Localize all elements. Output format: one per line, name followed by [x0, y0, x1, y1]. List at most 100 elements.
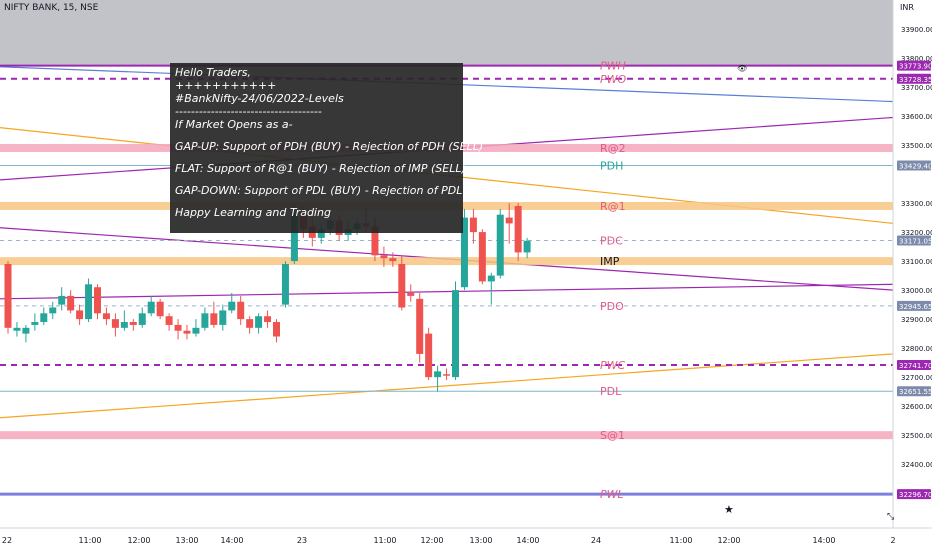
time-tick-label: 22 [2, 536, 12, 545]
candle-body [228, 301, 236, 311]
price-tick-label: 33100.00 [901, 258, 932, 266]
price-tick-label: 33300.00 [901, 200, 932, 208]
price-badge [897, 73, 931, 84]
candle-body [58, 295, 66, 305]
candle-body [246, 319, 254, 328]
time-tick-label: 14:00 [220, 536, 243, 545]
note-line: GAP-UP: Support of PDH (BUY) - Rejection… [175, 140, 484, 153]
trend-line [0, 353, 894, 419]
price-badge [897, 235, 931, 246]
price-tick-label: 33900.00 [901, 26, 932, 34]
price-badge-label: 33171.05 [899, 237, 932, 245]
price-badge-label: 32945.65 [899, 303, 932, 311]
time-tick-label: 12:00 [420, 536, 443, 545]
note-line: Happy Learning and Trading [175, 206, 331, 219]
price-tick-label: 32400.00 [901, 461, 932, 469]
time-tick-label: 12:00 [717, 536, 740, 545]
candle-body [174, 324, 182, 331]
level-label: PDC [600, 234, 623, 247]
resize-icon: ⤡ [887, 512, 894, 522]
candle-body [434, 371, 442, 378]
level-label: PWC [600, 359, 626, 372]
candle-body [67, 295, 75, 311]
time-tick-label: 23 [297, 536, 307, 545]
candle-body [255, 316, 263, 328]
candle-body [514, 205, 522, 253]
candle-body [40, 313, 48, 323]
level-label: IMP [600, 255, 620, 268]
price-badge [897, 60, 931, 71]
candle-body [129, 322, 137, 325]
note-line: #BankNifty-24/06/2022-Levels [175, 92, 344, 105]
level-label: PDH [600, 160, 623, 173]
candle-body [4, 264, 12, 328]
note-line: +++++++++++ [175, 79, 277, 92]
time-axis [0, 528, 932, 550]
candle-body [22, 327, 30, 334]
note-line: FLAT: Support of R@1 (BUY) - Rejection o… [175, 162, 466, 175]
level-label: PWO [600, 73, 627, 86]
candle-body [460, 217, 468, 288]
candle-body [523, 240, 531, 253]
candle-body [478, 232, 486, 282]
price-badge-label: 33728.35 [899, 76, 932, 84]
candle-body [505, 217, 513, 224]
time-tick-label: 11:00 [669, 536, 692, 545]
price-tick-label: 33000.00 [901, 287, 932, 295]
chart-title: NIFTY BANK, 15, NSE [4, 3, 99, 13]
candle-body [281, 264, 289, 305]
candle-body [237, 301, 245, 320]
price-tick-label: 33500.00 [901, 142, 932, 150]
candle-body [76, 310, 84, 320]
time-tick-label: 12:00 [127, 536, 150, 545]
price-tick-label: 32600.00 [901, 403, 932, 411]
price-axis [893, 0, 932, 550]
candle-body [156, 301, 164, 317]
candle-body [264, 316, 272, 323]
candle-body [416, 298, 424, 354]
time-tick-label: 14:00 [516, 536, 539, 545]
level-band [0, 431, 893, 440]
time-tick-label: 13:00 [469, 536, 492, 545]
note-line: Hello Traders, [175, 66, 252, 79]
candle-body [102, 313, 110, 320]
candle-body [425, 333, 433, 378]
currency-label: INR [900, 3, 914, 12]
candle-body [210, 313, 218, 325]
level-label: PWL [600, 488, 624, 501]
level-band [0, 257, 893, 266]
price-badge-label: 33429.40 [899, 163, 932, 171]
price-badge [897, 386, 931, 397]
candle-body [111, 319, 119, 328]
candle-body [371, 226, 379, 256]
candle-body [147, 301, 155, 314]
candle-body [120, 322, 128, 328]
candle-body [398, 264, 406, 308]
price-tick-label: 33800.00 [901, 55, 932, 63]
upper-zone [0, 0, 893, 66]
candle-body [219, 310, 227, 325]
note-line: GAP-DOWN: Support of PDL (BUY) - Rejecti… [175, 184, 501, 197]
price-badge [897, 160, 931, 171]
candle-body [469, 217, 477, 233]
time-tick-label: 14:00 [812, 536, 835, 545]
note-line: If Market Opens as a- [175, 118, 293, 131]
price-badge-label: 32651.55 [899, 388, 932, 396]
candle-body [443, 374, 451, 376]
candle-body [31, 322, 39, 325]
time-tick-label: 2 [890, 536, 895, 545]
time-tick-label: 11:00 [78, 536, 101, 545]
price-badge-label: 32741.70 [899, 362, 932, 370]
level-label: PDO [600, 300, 624, 313]
level-label: PDL [600, 385, 622, 398]
candle-body [380, 255, 388, 259]
price-badge-label: 32296.70 [899, 491, 932, 499]
price-badge [897, 300, 931, 311]
candle-body [487, 275, 495, 282]
candle-body [389, 258, 397, 262]
candle-body [13, 327, 21, 331]
levels-note-box: Hello Traders, +++++++++++ #BankNifty-24… [170, 63, 501, 233]
price-tick-label: 32500.00 [901, 432, 932, 440]
time-tick-label: 11:00 [373, 536, 396, 545]
